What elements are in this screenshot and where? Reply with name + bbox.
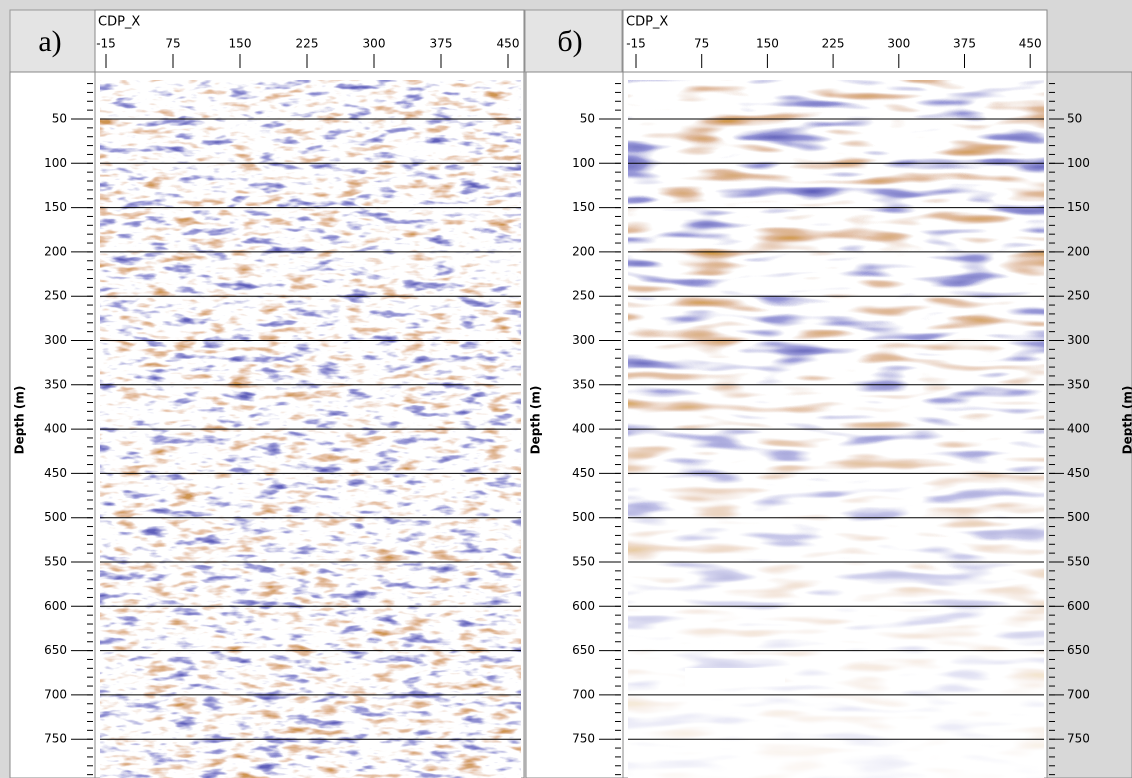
x-tick-label: 450 — [1019, 37, 1042, 51]
y-tick-label: 250 — [44, 289, 67, 303]
y-tick-label: 300 — [44, 333, 67, 347]
x-tick-label: 75 — [165, 37, 180, 51]
y-tick-label: 700 — [572, 687, 595, 701]
y-tick-label: 600 — [44, 599, 67, 613]
x-axis-box — [94, 9, 525, 73]
header-box — [524, 9, 623, 73]
y-tick-label: 700 — [44, 687, 67, 701]
x-tick-label: 375 — [953, 37, 976, 51]
y-tick-label: 150 — [44, 200, 67, 214]
x-tick-label: 75 — [694, 37, 709, 51]
y-tick-label: 250 — [572, 289, 595, 303]
y-tick-label: 750 — [44, 732, 67, 746]
blank-patch — [685, 668, 785, 686]
y-tick-label: 50 — [580, 112, 595, 126]
panel-label: б) — [557, 25, 582, 58]
y-axis-box — [9, 71, 96, 778]
y-tick-label-right: 200 — [1067, 244, 1090, 258]
y-tick-label-right: 150 — [1067, 200, 1090, 214]
y-tick-label: 400 — [572, 422, 595, 436]
y-tick-label: 100 — [572, 156, 595, 170]
y-tick-label: 550 — [44, 555, 67, 569]
y-tick-label-right: 250 — [1067, 289, 1090, 303]
y-tick-label-right: 50 — [1067, 112, 1082, 126]
x-tick-label: -15 — [626, 37, 646, 51]
x-axis-title: CDP_X — [98, 15, 140, 30]
y-tick-label-right: 600 — [1067, 599, 1090, 613]
y-tick-label: 600 — [572, 599, 595, 613]
x-axis-box — [622, 9, 1048, 73]
y-axis-title-right: Depth (m) — [1121, 386, 1132, 455]
y-tick-label-right: 750 — [1067, 732, 1090, 746]
y-axis-box — [525, 71, 624, 778]
y-tick-label: 500 — [572, 510, 595, 524]
y-tick-label: 750 — [572, 732, 595, 746]
y-tick-label: 100 — [44, 156, 67, 170]
x-tick-label: 150 — [756, 37, 779, 51]
x-tick-label: 225 — [296, 37, 319, 51]
y-tick-label: 350 — [44, 377, 67, 391]
y-tick-label: 650 — [572, 643, 595, 657]
y-tick-label-right: 500 — [1067, 510, 1090, 524]
header-box — [9, 9, 96, 73]
y-tick-label: 450 — [44, 466, 67, 480]
x-tick-label: 300 — [363, 37, 386, 51]
y-axis-title: Depth (m) — [13, 386, 27, 455]
x-tick-label: 225 — [822, 37, 845, 51]
y-tick-label: 300 — [572, 333, 595, 347]
y-tick-label-right: 100 — [1067, 156, 1090, 170]
y-tick-label-right: 350 — [1067, 377, 1090, 391]
y-tick-label: 200 — [44, 244, 67, 258]
y-tick-label: 50 — [52, 112, 67, 126]
y-tick-label: 450 — [572, 466, 595, 480]
x-tick-label: 150 — [229, 37, 252, 51]
y-tick-label: 500 — [44, 510, 67, 524]
right-axis-box — [1046, 71, 1132, 778]
y-tick-label: 150 — [572, 200, 595, 214]
x-axis-title: CDP_X — [626, 15, 668, 30]
y-tick-label: 650 — [44, 643, 67, 657]
y-tick-label-right: 650 — [1067, 643, 1090, 657]
panel-label: а) — [38, 25, 61, 58]
y-tick-label: 550 — [572, 555, 595, 569]
x-tick-label: 450 — [497, 37, 520, 51]
y-tick-label: 350 — [572, 377, 595, 391]
y-axis-title: Depth (m) — [529, 386, 543, 455]
x-tick-label: -15 — [96, 37, 116, 51]
y-tick-label-right: 300 — [1067, 333, 1090, 347]
y-tick-label: 400 — [44, 422, 67, 436]
x-tick-label: 375 — [430, 37, 453, 51]
y-tick-label-right: 700 — [1067, 687, 1090, 701]
x-tick-label: 300 — [887, 37, 910, 51]
y-tick-label-right: 400 — [1067, 422, 1090, 436]
y-tick-label-right: 550 — [1067, 555, 1090, 569]
y-tick-label: 200 — [572, 244, 595, 258]
y-tick-label-right: 450 — [1067, 466, 1090, 480]
